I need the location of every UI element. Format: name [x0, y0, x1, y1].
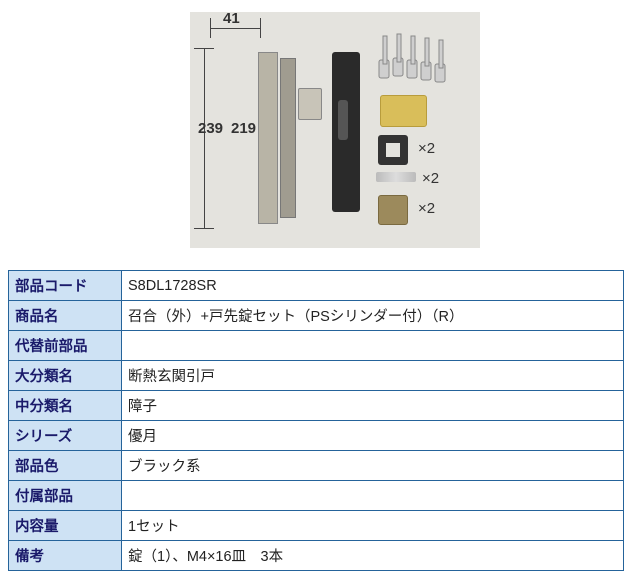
spec-label: 部品コード [9, 271, 122, 301]
dim-tick [194, 228, 214, 229]
lock-body-plate [258, 52, 278, 224]
quantity-label: ×2 [422, 170, 439, 187]
spec-value: 召合（外）+戸先錠セット（PSシリンダー付）（R） [122, 301, 624, 331]
spec-value [122, 481, 624, 511]
table-row: 商品名 召合（外）+戸先錠セット（PSシリンダー付）（R） [9, 301, 624, 331]
spec-table: 部品コード S8DL1728SR 商品名 召合（外）+戸先錠セット（PSシリンダ… [8, 270, 624, 571]
spec-label: 中分類名 [9, 391, 122, 421]
dim-tick [260, 18, 261, 38]
spec-label: 大分類名 [9, 361, 122, 391]
quantity-label: ×2 [418, 200, 435, 217]
table-row: 大分類名 断熱玄関引戸 [9, 361, 624, 391]
table-row: 部品コード S8DL1728SR [9, 271, 624, 301]
quantity-label: ×2 [418, 140, 435, 157]
spec-label: シリーズ [9, 421, 122, 451]
dimension-height-inner: 219 [231, 120, 256, 137]
keys-gold-icon [380, 95, 427, 127]
spec-label: 内容量 [9, 511, 122, 541]
spec-value: 優月 [122, 421, 624, 451]
spec-label: 代替前部品 [9, 331, 122, 361]
spec-value: ブラック系 [122, 451, 624, 481]
keys-silver-icon [375, 30, 455, 90]
dim-line-width [210, 28, 260, 29]
table-row: 内容量 1セット [9, 511, 624, 541]
spec-table-body: 部品コード S8DL1728SR 商品名 召合（外）+戸先錠セット（PSシリンダ… [9, 271, 624, 571]
product-diagram: 41 239 219 ×2 ×2 ×2 [0, 0, 640, 268]
square-spacer-hole [386, 143, 400, 157]
dimension-width: 41 [223, 10, 240, 27]
dim-tick [194, 48, 214, 49]
dimension-height-outer: 239 [198, 120, 223, 137]
spec-value: 障子 [122, 391, 624, 421]
bushing-part [378, 195, 408, 225]
spec-value: 錠（1）、M4×16皿 3本 [122, 541, 624, 571]
table-row: シリーズ 優月 [9, 421, 624, 451]
spec-label: 部品色 [9, 451, 122, 481]
dim-tick [210, 18, 211, 38]
table-row: 付属部品 [9, 481, 624, 511]
dim-line-height [204, 48, 205, 228]
spec-label: 付属部品 [9, 481, 122, 511]
lock-thumb-turn [338, 100, 348, 140]
table-row: 部品色 ブラック系 [9, 451, 624, 481]
lock-cylinder [298, 88, 322, 120]
lock-strike-plate [280, 58, 296, 218]
table-row: 代替前部品 [9, 331, 624, 361]
spec-value: 断熱玄関引戸 [122, 361, 624, 391]
spec-label: 商品名 [9, 301, 122, 331]
table-row: 中分類名 障子 [9, 391, 624, 421]
screws-icon [376, 172, 416, 182]
spec-value: 1セット [122, 511, 624, 541]
spec-label: 備考 [9, 541, 122, 571]
spec-value: S8DL1728SR [122, 271, 624, 301]
table-row: 備考 錠（1）、M4×16皿 3本 [9, 541, 624, 571]
spec-value [122, 331, 624, 361]
